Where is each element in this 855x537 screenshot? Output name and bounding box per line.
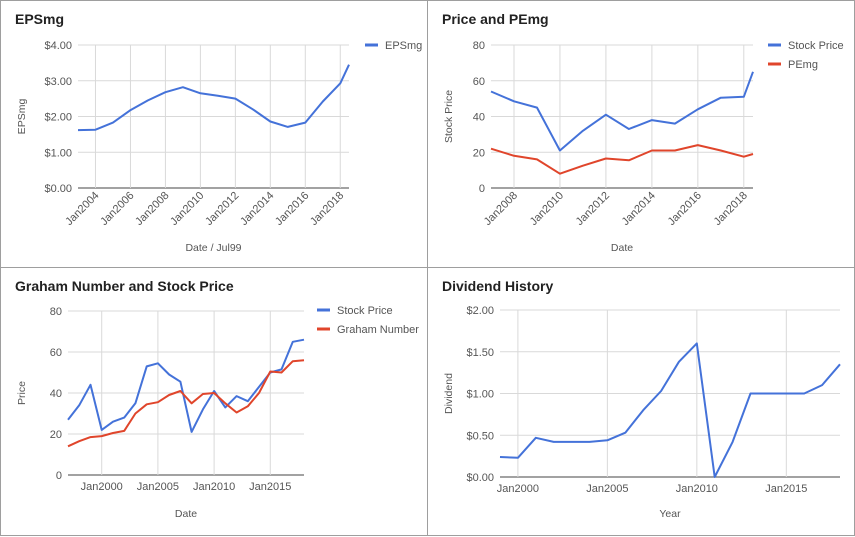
chart-panel-eps: EPSmg $0.00 $1.00 $2.00 $3.00 $4.00 Jan2004 Jan… [0, 0, 428, 268]
series-line-stock-price [67, 338, 305, 433]
y-tick-label: 0 [56, 470, 62, 482]
y-tick-label: 20 [473, 147, 485, 159]
x-tick-label: Jan2000 [81, 481, 123, 493]
y-tick-label: $2.00 [466, 305, 494, 317]
y-tick-label: $3.00 [44, 76, 72, 88]
x-tick-label: Jan2005 [586, 483, 628, 495]
series-line-epsmg [77, 64, 350, 132]
series-line-graham-number [67, 359, 305, 448]
legend-label: Stock Price [788, 40, 844, 52]
y-tick-label: $1.00 [44, 147, 72, 159]
y-tick-label: 20 [50, 429, 62, 441]
x-tick-label: Jan2016 [273, 190, 311, 228]
x-tick-label: Jan2005 [137, 481, 179, 493]
x-axis-title: Date / Jul99 [185, 242, 241, 254]
x-tick-label: Jan2004 [63, 190, 101, 228]
chart-title: Price and PEmg [442, 11, 549, 27]
x-tick-label: Jan2012 [574, 190, 612, 228]
series-line-stock-price [490, 71, 754, 152]
chart-svg: $0.00$1.00$2.00$3.00$4.00Jan2004Jan2006J… [16, 40, 422, 254]
x-tick-label: Jan2018 [308, 190, 346, 228]
y-tick-label: 80 [50, 306, 62, 318]
y-axis-title: EPSmg [16, 99, 28, 135]
chart-title: Dividend History [442, 278, 554, 294]
chart-panel-dividend: Dividend History $0.00 $0.50 $1.00 $1.50 $2.0… [427, 267, 855, 536]
x-tick-label: Jan2010 [528, 190, 566, 228]
x-axis-title: Date [611, 242, 633, 254]
y-tick-label: 40 [50, 388, 62, 400]
legend-label: Graham Number [337, 324, 419, 336]
chart-title: Graham Number and Stock Price [15, 278, 234, 294]
x-tick-label: Jan2018 [712, 190, 750, 228]
series-line-dividend [499, 342, 841, 478]
y-axis-title: Dividend [443, 373, 455, 414]
x-tick-label: Jan2006 [98, 190, 136, 228]
y-tick-label: $0.00 [466, 472, 494, 484]
x-axis-title: Year [659, 508, 681, 520]
y-tick-label: 40 [473, 112, 485, 124]
legend-label: Stock Price [337, 305, 393, 317]
x-tick-label: Jan2010 [168, 190, 206, 228]
y-tick-label: $0.50 [466, 430, 494, 442]
y-tick-label: 60 [473, 76, 485, 88]
legend-label: PEmg [788, 59, 818, 71]
x-tick-label: Jan2012 [203, 190, 241, 228]
x-tick-label: Jan2016 [666, 190, 704, 228]
x-tick-label: Jan2008 [133, 190, 171, 228]
x-tick-label: Jan2014 [620, 190, 658, 228]
x-tick-label: Jan2010 [193, 481, 235, 493]
y-tick-label: $1.00 [466, 389, 494, 401]
x-tick-label: Jan2000 [497, 483, 539, 495]
y-tick-label: $4.00 [44, 40, 72, 52]
x-tick-label: Jan2015 [249, 481, 291, 493]
y-tick-label: 60 [50, 347, 62, 359]
y-tick-label: $0.00 [44, 183, 72, 195]
x-tick-label: Jan2014 [238, 190, 276, 228]
legend-label: EPSmg [385, 40, 422, 52]
x-axis-title: Date [175, 508, 197, 520]
y-axis-title: Price [16, 381, 28, 405]
x-tick-label: Jan2008 [482, 190, 520, 228]
chart-svg: 0 20 40 60 80 Jan2000 Jan2005 Jan2010 Jan2015 Dat… [16, 305, 419, 520]
series-line-pemg [490, 144, 754, 175]
chart-svg: $0.00 $0.50 $1.00 $1.50 $2.00 Jan2000 Jan2005 J… [443, 305, 841, 520]
y-tick-label: 80 [473, 40, 485, 52]
y-tick-label: $1.50 [466, 347, 494, 359]
x-tick-label: Jan2015 [765, 483, 807, 495]
y-axis-title: Stock Price [443, 90, 455, 143]
x-tick-label: Jan2010 [676, 483, 718, 495]
chart-title: EPSmg [15, 11, 65, 27]
chart-panel-price-pemg: Price and PEmg 0 20 40 60 80 Jan2008 Jan2010 Jan… [427, 0, 855, 268]
chart-panel-graham: Graham Number and Stock Price 0 20 40 60 80 Ja… [0, 267, 428, 536]
y-tick-label: 0 [479, 183, 485, 195]
y-tick-label: $2.00 [44, 112, 72, 124]
